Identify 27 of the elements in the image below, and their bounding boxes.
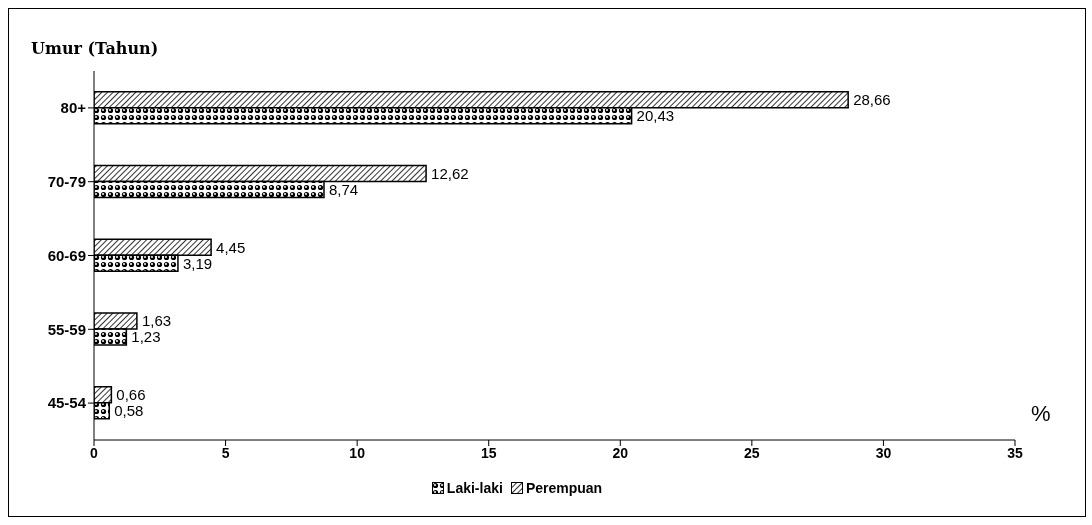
data-label: 28,66	[853, 90, 891, 108]
x-tick-label: 25	[744, 444, 760, 461]
y-tick-label: 45-54	[47, 394, 87, 412]
data-label: 12,62	[431, 164, 469, 182]
data-label: 1,63	[141, 312, 172, 330]
y-tick-label: 80+	[60, 99, 87, 117]
x-axis-title: %	[1031, 401, 1051, 427]
x-tick-label: 0	[90, 444, 99, 461]
x-tick-label: 35	[1007, 444, 1023, 461]
data-label: 3,19	[182, 254, 213, 272]
x-tick-label: 15	[480, 444, 497, 461]
data-label: 1,23	[131, 328, 161, 346]
data-label: 0,66	[116, 386, 146, 404]
data-label: 8,74	[328, 180, 359, 198]
legend-label: Perempuan	[524, 480, 603, 496]
x-tick-label: 20	[612, 444, 629, 461]
y-tick-label: 55-59	[47, 320, 86, 338]
legend-label: Laki-laki	[445, 480, 503, 496]
y-axis-title: Umur (Tahun)	[31, 39, 159, 58]
data-label: 20,43	[636, 106, 675, 124]
x-tick-label: 30	[875, 444, 892, 461]
data-label: 4,45	[216, 238, 246, 256]
y-tick-label: 70-79	[47, 173, 86, 191]
y-tick-label: 60-69	[47, 246, 86, 264]
x-tick-label: 5	[221, 444, 230, 461]
x-tick-label: 10	[349, 444, 366, 461]
data-label: 0,58	[114, 402, 144, 420]
